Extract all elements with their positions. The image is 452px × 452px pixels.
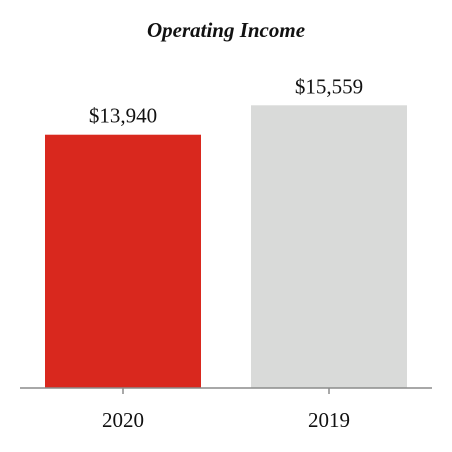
x-axis-ticks-layer: 2020 2019 [102, 388, 350, 432]
bar-2020 [45, 134, 201, 388]
value-label-2020: $13,940 [89, 104, 157, 128]
chart-title: Operating Income [146, 18, 306, 42]
value-labels-layer: $13,940 $15,559 [89, 74, 363, 127]
x-tick-label-2019: 2019 [308, 408, 350, 432]
value-label-2019: $15,559 [295, 74, 363, 98]
bar-2019 [251, 105, 407, 388]
bars-layer [45, 105, 407, 388]
x-tick-label-2020: 2020 [102, 408, 144, 432]
